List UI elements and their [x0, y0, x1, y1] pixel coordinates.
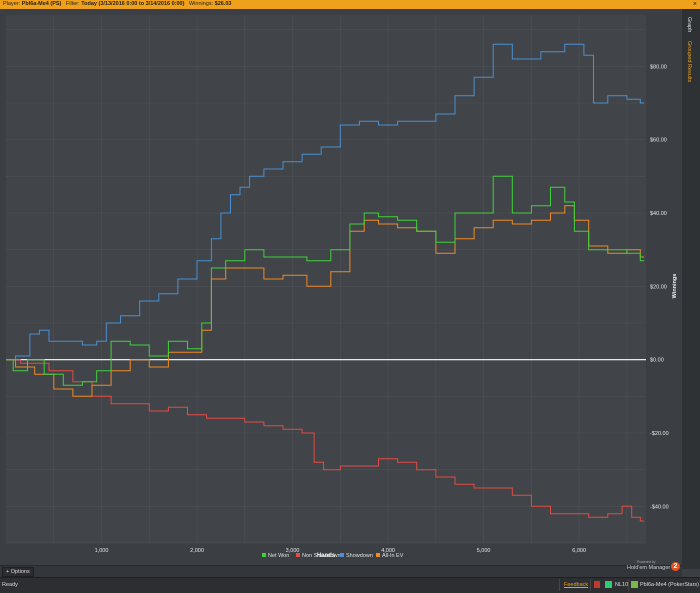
- series-line-showdown: [6, 43, 645, 361]
- product-name: Hold'em Manager: [627, 565, 671, 571]
- winnings-chart: 1,000 2,000 3,000 4,000 5,000 6,000 $80.00 $60…: [6, 15, 678, 559]
- winnings-label: Winnings:: [188, 1, 214, 7]
- flag-icon[interactable]: [594, 581, 600, 588]
- y-tick-label: $0.00: [650, 358, 664, 364]
- side-tab-strip: Graph Grouped Results: [682, 9, 700, 569]
- legend: Net Won Non Showdown Showdown All-In EV: [262, 553, 404, 559]
- series-line-net-won: [6, 175, 645, 386]
- x-tick-label: 3,000: [286, 548, 300, 554]
- legend-swatch: [262, 553, 266, 557]
- legend-swatch: [376, 553, 380, 557]
- powered-by-text: Powered by: [637, 560, 656, 564]
- series-group: [6, 43, 645, 522]
- chart-area-background: [6, 15, 646, 543]
- legend-swatch: [340, 553, 344, 557]
- x-tick-label: 6,000: [572, 548, 586, 554]
- tab-grouped-results[interactable]: Grouped Results: [686, 41, 692, 83]
- player-icon: [631, 581, 638, 588]
- legend-label[interactable]: All-In EV: [382, 553, 404, 559]
- y-axis-label: Winnings: [672, 274, 678, 299]
- series-line-non-showdown: [6, 359, 645, 522]
- series-line-all-in-ev: [6, 205, 645, 397]
- y-tick-label: -$40.00: [650, 504, 669, 510]
- options-button[interactable]: + Options: [2, 567, 34, 577]
- y-axis: $80.00 $60.00 $40.00 $20.00 $0.00 -$20.00 -$40…: [650, 64, 669, 510]
- y-tick-label: $20.00: [650, 284, 667, 290]
- tab-graph[interactable]: Graph: [686, 17, 692, 33]
- legend-swatch: [296, 553, 300, 557]
- legend-label[interactable]: Showdown: [346, 553, 373, 559]
- status-divider: [559, 579, 560, 591]
- legend-label[interactable]: Non Showdown: [302, 553, 341, 559]
- feedback-link[interactable]: Feedback: [564, 582, 589, 588]
- winnings-value: $26.03: [214, 1, 232, 7]
- x-tick-label: 5,000: [477, 548, 491, 554]
- filter-bar: Player: Pbl6a-Me4 (PS) Filter: Today (3/…: [0, 0, 700, 9]
- status-text: Ready: [2, 582, 18, 588]
- x-axis-label: Hands: [317, 553, 336, 559]
- player-label: Player:: [3, 1, 21, 7]
- filter-label: Filter:: [65, 1, 80, 7]
- active-player-label[interactable]: Pbl6a-Me4 (PokerStars): [640, 582, 699, 588]
- x-tick-label: 2,000: [190, 548, 204, 554]
- y-tick-label: $80.00: [650, 64, 667, 70]
- game-type-icon: [605, 581, 612, 588]
- close-icon[interactable]: ×: [692, 1, 697, 8]
- options-bar: + Options: [0, 565, 682, 577]
- hem-logo-icon: 2: [671, 562, 680, 571]
- filter-value[interactable]: Today (3/13/2016 0:00 to 3/14/2016 0:00): [81, 1, 185, 7]
- player-value[interactable]: Pbl6a-Me4 (PS): [21, 1, 62, 7]
- options-label: Options: [10, 569, 30, 575]
- y-tick-label: -$20.00: [650, 431, 669, 437]
- y-tick-label: $60.00: [650, 138, 667, 144]
- x-tick-label: 4,000: [381, 548, 395, 554]
- x-tick-label: 1,000: [95, 548, 109, 554]
- game-limit-label[interactable]: NL10: [615, 582, 629, 588]
- status-divider: [590, 579, 591, 591]
- x-axis: 1,000 2,000 3,000 4,000 5,000 6,000: [95, 548, 586, 554]
- plus-icon: +: [6, 569, 10, 575]
- status-bar: Ready Feedback NL10 Pbl6a-Me4 (PokerStar…: [0, 577, 700, 593]
- legend-label[interactable]: Net Won: [268, 553, 289, 559]
- status-divider: [628, 579, 629, 591]
- y-tick-label: $40.00: [650, 211, 667, 217]
